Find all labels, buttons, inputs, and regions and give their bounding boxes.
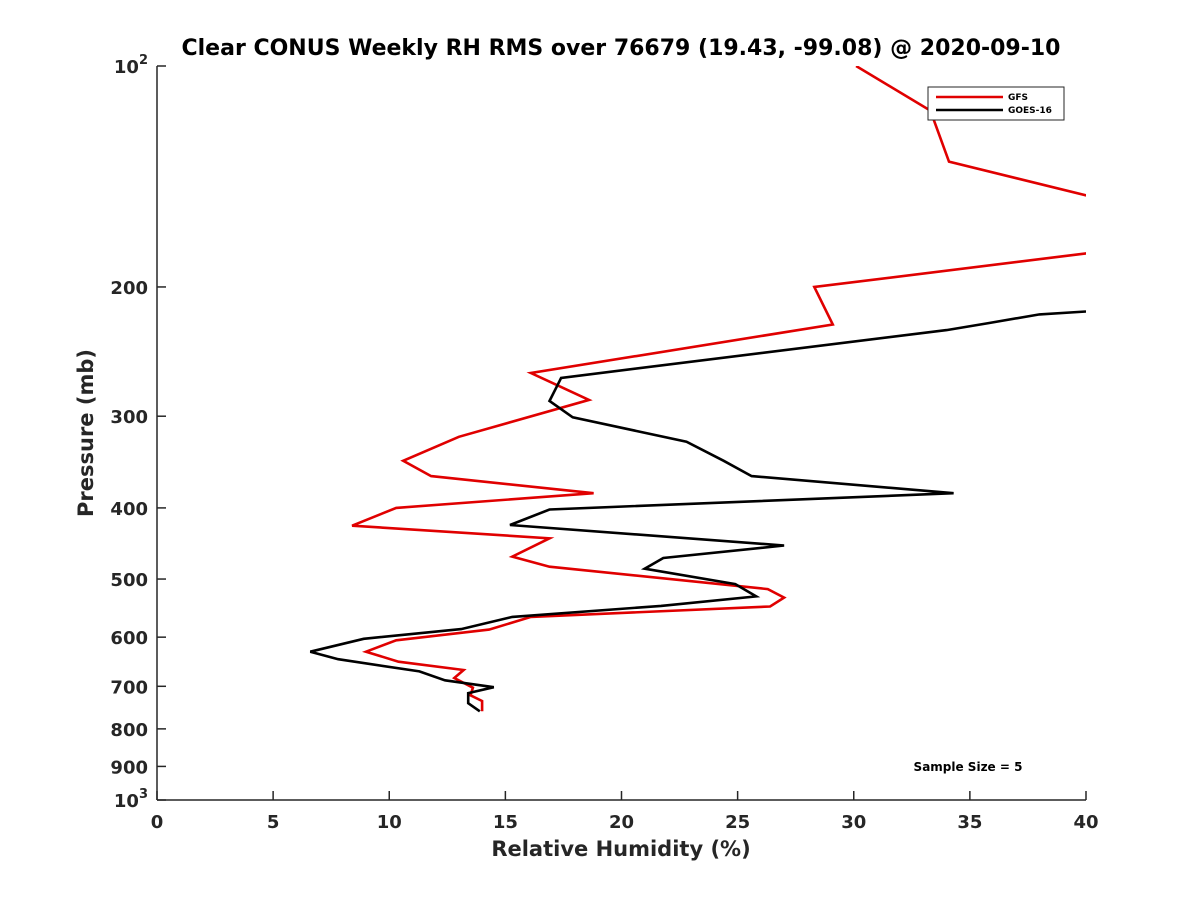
y-tick-label-power: 102 [114,53,148,78]
y-tick-label: 400 [110,499,148,520]
legend-label-gfs: GFS [1008,93,1028,103]
chart-title: Clear CONUS Weekly RH RMS over 76679 (19… [182,36,1061,61]
x-tick-label: 35 [957,812,982,833]
x-axis-ticks: 0 5 10 15 20 25 30 35 40 [151,791,1099,833]
y-tick-label-power: 103 [114,787,148,812]
y-tick-label: 200 [110,278,148,299]
y-tick-label: 500 [110,570,148,591]
legend-box [927,86,1065,121]
x-tick-label: 5 [267,812,280,833]
power-exponent: 3 [139,787,148,802]
y-tick-label: 700 [110,677,148,698]
x-tick-label: 40 [1073,812,1098,833]
y-tick-label: 600 [110,628,148,649]
y-tick-label: 800 [110,720,148,741]
x-tick-label: 0 [151,812,164,833]
power-base: 10 [114,57,139,78]
series-line-goes16 [309,310,1086,713]
sample-size-annotation: Sample Size = 5 [914,760,1023,774]
series-layer [309,66,1086,713]
series-line-gfs [351,66,1086,712]
y-tick-label: 300 [110,407,148,428]
x-tick-label: 15 [493,812,518,833]
x-tick-label: 25 [725,812,750,833]
x-tick-label: 20 [609,812,634,833]
legend-label-goes16: GOES-16 [1008,106,1052,116]
power-base: 10 [114,791,139,812]
power-exponent: 2 [139,53,148,68]
x-tick-label: 10 [377,812,402,833]
y-axis-title: Pressure (mb) [74,349,98,517]
x-tick-label: 30 [841,812,866,833]
y-tick-label: 900 [110,757,148,778]
x-axis-title: Relative Humidity (%) [491,837,750,861]
legend: GFS GOES-16 [927,86,1065,121]
